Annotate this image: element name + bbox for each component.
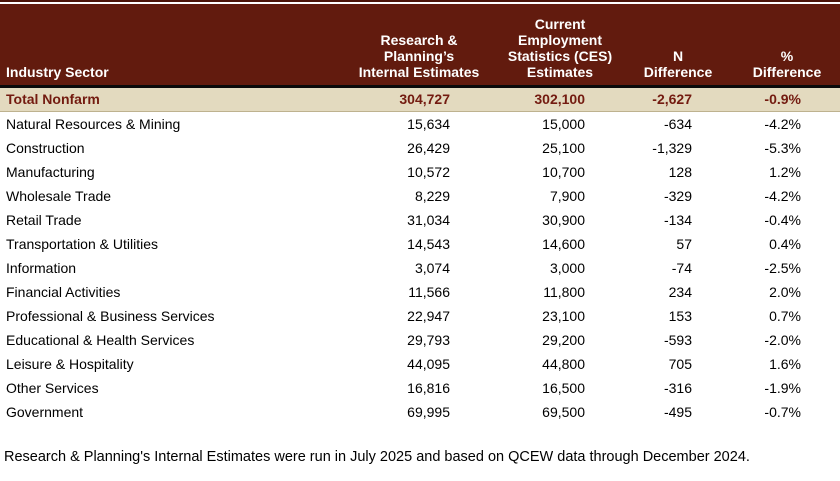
cell-n-diff: 153 (668, 308, 692, 324)
column-header-pct-difference: % Difference (752, 48, 822, 80)
table-row: Natural Resources & Mining 15,634 15,000 -6… (0, 112, 840, 136)
cell-ces: 10,700 (542, 164, 585, 180)
cell-ces: 30,900 (542, 212, 585, 228)
cell-ces: 69,500 (542, 404, 585, 420)
cell-pct-diff: -4.2% (764, 116, 801, 132)
cell-sector: Information (6, 260, 77, 276)
cell-n-diff: -634 (663, 116, 692, 132)
cell-internal: 304,727 (399, 91, 450, 107)
table-row: Other Services 16,816 16,500 -316 -1.9% (0, 376, 840, 400)
header-divider-line (0, 85, 840, 88)
column-header-ces-estimates: Current Employment Statistics (CES) Esti… (507, 16, 613, 80)
cell-sector: Financial Activities (6, 284, 121, 300)
cell-ces: 15,000 (542, 116, 585, 132)
cell-ces: 29,200 (542, 332, 585, 348)
table-top-border (0, 0, 840, 2)
table-row: Professional & Business Services 22,947 23… (0, 304, 840, 328)
cell-internal: 10,572 (407, 164, 450, 180)
cell-sector: Construction (6, 140, 85, 156)
cell-sector: Other Services (6, 380, 99, 396)
cell-sector: Leisure & Hospitality (6, 356, 134, 372)
cell-pct-diff: -0.7% (764, 404, 801, 420)
table-row: Transportation & Utilities 14,543 14,600 57… (0, 232, 840, 256)
cell-pct-diff: -1.9% (764, 380, 801, 396)
table-row: Educational & Health Services 29,793 29,20… (0, 328, 840, 352)
cell-internal: 3,074 (414, 260, 450, 276)
cell-sector: Educational & Health Services (6, 332, 195, 348)
table-row: Manufacturing 10,572 10,700 128 1.2% (0, 160, 840, 184)
table-top-border-gap (0, 2, 840, 4)
cell-n-diff: -1,329 (652, 140, 692, 156)
cell-ces: 14,600 (542, 236, 585, 252)
table-row: Government 69,995 69,500 -495 -0.7% (0, 400, 840, 424)
cell-ces: 16,500 (542, 380, 585, 396)
cell-ces: 11,800 (543, 284, 585, 300)
cell-n-diff: 705 (668, 356, 692, 372)
cell-pct-diff: 0.7% (769, 308, 801, 324)
cell-internal: 16,816 (407, 380, 450, 396)
column-header-industry-sector: Industry Sector (6, 64, 109, 80)
cell-internal: 44,095 (407, 356, 450, 372)
cell-internal: 31,034 (407, 212, 450, 228)
cell-n-diff: -495 (663, 404, 692, 420)
cell-n-diff: 128 (668, 164, 692, 180)
cell-pct-diff: 2.0% (769, 284, 801, 300)
cell-pct-diff: -2.0% (764, 332, 801, 348)
cell-sector: Wholesale Trade (6, 188, 112, 204)
cell-ces: 44,800 (542, 356, 585, 372)
cell-ces: 7,900 (549, 188, 585, 204)
cell-sector: Total Nonfarm (6, 91, 100, 107)
cell-n-diff: 234 (668, 284, 692, 300)
footnote: Research & Planning's Internal Estimates… (4, 449, 750, 465)
cell-sector: Natural Resources & Mining (6, 116, 181, 132)
cell-pct-diff: 1.6% (769, 356, 801, 372)
cell-pct-diff: -2.5% (764, 260, 801, 276)
cell-n-diff: -593 (663, 332, 692, 348)
total-nonfarm-row: Total Nonfarm 304,727 302,100 -2,627 -0.… (0, 88, 840, 112)
cell-sector: Professional & Business Services (6, 308, 215, 324)
cell-n-diff: -329 (663, 188, 692, 204)
cell-ces: 25,100 (542, 140, 585, 156)
table-row: Financial Activities 11,566 11,800 234 2.0% (0, 280, 840, 304)
cell-pct-diff: -0.9% (764, 91, 801, 107)
cell-sector: Manufacturing (6, 164, 95, 180)
cell-internal: 29,793 (407, 332, 450, 348)
cell-internal: 14,543 (407, 236, 450, 252)
table-row: Leisure & Hospitality 44,095 44,800 705 1.6% (0, 352, 840, 376)
table-body: Natural Resources & Mining 15,634 15,000 -6… (0, 112, 840, 424)
cell-pct-diff: 0.4% (769, 236, 801, 252)
cell-n-diff: -134 (663, 212, 692, 228)
cell-n-diff: 57 (676, 236, 692, 252)
table-row: Retail Trade 31,034 30,900 -134 -0.4% (0, 208, 840, 232)
column-header-n-difference: N Difference (643, 48, 713, 80)
cell-internal: 26,429 (407, 140, 450, 156)
cell-n-diff: -74 (671, 260, 692, 276)
table-row: Information 3,074 3,000 -74 -2.5% (0, 256, 840, 280)
cell-internal: 69,995 (407, 404, 450, 420)
table-row: Wholesale Trade 8,229 7,900 -329 -4.2% (0, 184, 840, 208)
column-header-internal-estimates: Research & Planning’s Internal Estimates (358, 32, 480, 80)
cell-pct-diff: -5.3% (764, 140, 801, 156)
cell-ces: 302,100 (534, 91, 585, 107)
cell-sector: Government (6, 404, 84, 420)
cell-n-diff: -316 (663, 380, 692, 396)
cell-sector: Transportation & Utilities (6, 236, 158, 252)
cell-ces: 3,000 (549, 260, 585, 276)
cell-internal: 22,947 (407, 308, 450, 324)
cell-ces: 23,100 (542, 308, 585, 324)
cell-n-diff: -2,627 (652, 91, 692, 107)
cell-internal: 15,634 (407, 116, 450, 132)
cell-pct-diff: 1.2% (769, 164, 801, 180)
cell-pct-diff: -0.4% (764, 212, 801, 228)
cell-internal: 11,566 (408, 284, 450, 300)
table-row: Construction 26,429 25,100 -1,329 -5.3% (0, 136, 840, 160)
cell-sector: Retail Trade (6, 212, 82, 228)
cell-internal: 8,229 (414, 188, 450, 204)
cell-pct-diff: -4.2% (764, 188, 801, 204)
table-header-row: Industry Sector Research & Planning’s In… (0, 4, 840, 85)
